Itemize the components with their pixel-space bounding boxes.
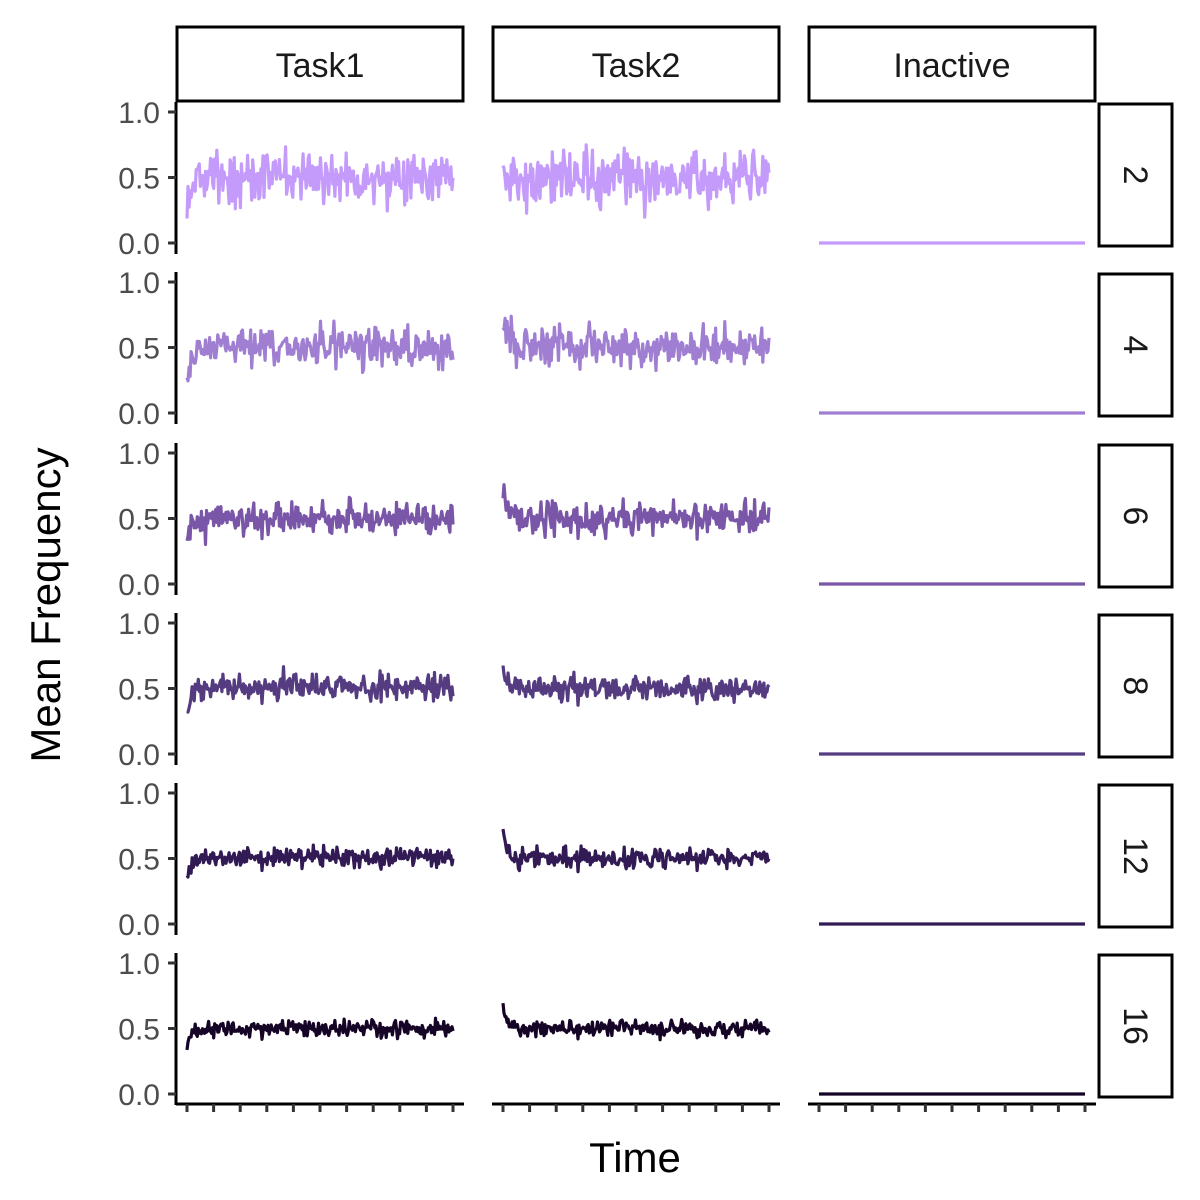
series-line-task1-12	[187, 845, 453, 877]
row-strip-label-4: 4	[1116, 336, 1154, 355]
panels	[187, 145, 1085, 1094]
y-tick-label: 1.0	[118, 267, 160, 300]
y-tick-label: 1.0	[118, 948, 160, 981]
row-strips: 2 4 6 8 12 16	[1099, 104, 1172, 1097]
y-tick-label: 1.0	[118, 608, 160, 641]
series-line-task2-16	[503, 1003, 769, 1040]
y-tick-label: 0.5	[118, 674, 160, 707]
row-strip-label-2: 2	[1116, 166, 1154, 185]
series-line-task1-6	[187, 497, 453, 544]
y-tick-label: 0.0	[118, 569, 160, 602]
strip-label-inactive: Inactive	[893, 47, 1010, 85]
strip-label-task2: Task2	[592, 47, 681, 85]
y-tick-label: 0.5	[118, 163, 160, 196]
series-line-task2-4	[503, 316, 769, 370]
y-tick-label: 0.5	[118, 844, 160, 877]
series-line-task1-16	[187, 1018, 453, 1050]
series-line-task1-8	[187, 667, 453, 712]
series-line-task1-4	[187, 321, 453, 381]
row-strip-label-6: 6	[1116, 507, 1154, 526]
x-axis-title: Time	[589, 1134, 681, 1181]
y-tick-label: 0.5	[118, 504, 160, 537]
y-tick-label: 1.0	[118, 97, 160, 130]
y-tick-label: 0.0	[118, 228, 160, 261]
y-tick-label: 0.0	[118, 398, 160, 431]
y-tick-label: 0.5	[118, 333, 160, 366]
strip-label-task1: Task1	[276, 47, 365, 85]
row-strip-label-8: 8	[1116, 677, 1154, 696]
row-strip-label-16: 16	[1116, 1007, 1154, 1045]
row-strip-label-12: 12	[1116, 837, 1154, 875]
series-line-task1-2	[187, 147, 453, 219]
series-line-task2-8	[503, 666, 769, 706]
y-tick-label: 1.0	[118, 778, 160, 811]
series-line-task2-12	[503, 829, 769, 872]
y-tick-label: 0.0	[118, 1079, 160, 1112]
axes: 0.0 0.5 1.0 0.0 0.5 1.0 0.0 0.5 1.0 0.0 0.5 1.0 0.0 0…	[118, 97, 1096, 1112]
y-axis-title: Mean Frequency	[22, 447, 69, 762]
series-line-task2-2	[503, 145, 769, 217]
y-tick-label: 0.0	[118, 739, 160, 772]
y-tick-label: 1.0	[118, 438, 160, 471]
y-tick-label: 0.0	[118, 909, 160, 942]
column-strips: Task1 Task2 Inactive	[177, 27, 1095, 101]
y-tick-label: 0.5	[118, 1014, 160, 1047]
series-line-task2-6	[503, 485, 769, 540]
